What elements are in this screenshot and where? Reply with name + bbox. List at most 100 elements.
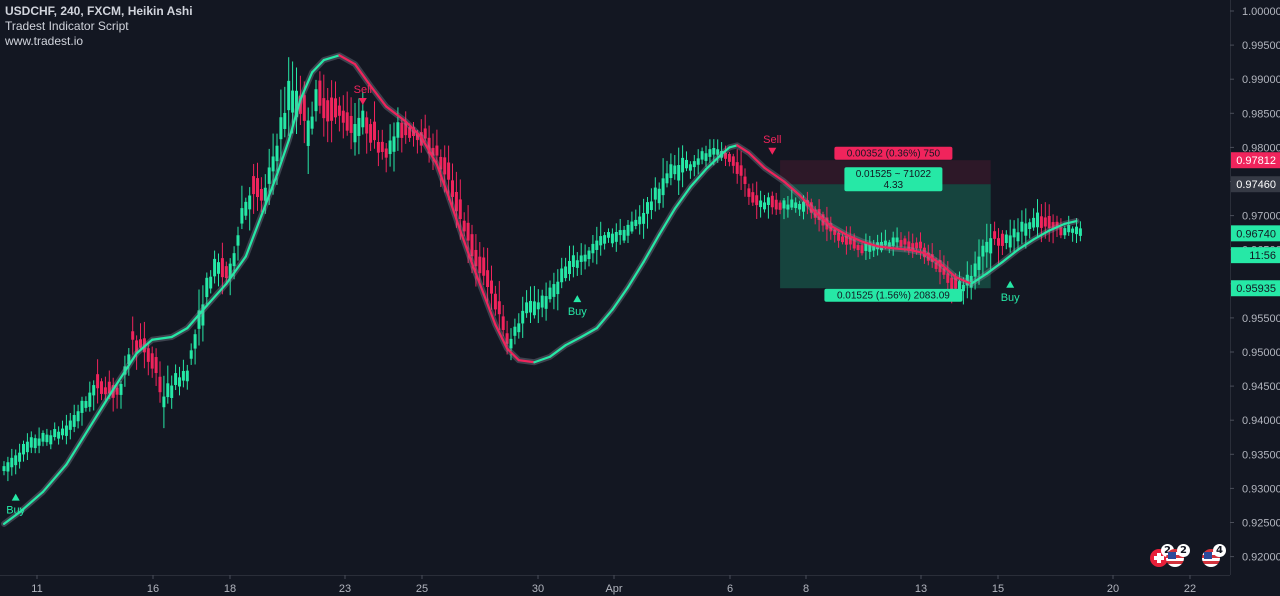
candle-body bbox=[306, 120, 310, 146]
ma-segment bbox=[728, 144, 739, 149]
candle-body bbox=[770, 195, 774, 208]
candle bbox=[692, 155, 696, 177]
candle-body bbox=[322, 98, 326, 119]
candle bbox=[1004, 230, 1008, 250]
candle bbox=[369, 118, 373, 152]
candle bbox=[462, 212, 466, 237]
ma-segment bbox=[736, 144, 751, 154]
candle-body bbox=[224, 266, 228, 278]
candle bbox=[607, 228, 610, 243]
candle bbox=[439, 149, 443, 188]
ma-segment bbox=[580, 327, 598, 339]
buy-arrow-icon bbox=[573, 295, 582, 303]
candle-body bbox=[275, 145, 279, 162]
candle bbox=[575, 252, 579, 276]
candle-body bbox=[256, 178, 259, 198]
candle-body bbox=[525, 302, 529, 314]
candle bbox=[376, 130, 380, 167]
candle bbox=[833, 227, 837, 243]
candle bbox=[540, 289, 544, 318]
ma-segment bbox=[595, 308, 614, 330]
price-label: 0.96740 bbox=[1231, 225, 1280, 242]
candle-body bbox=[868, 242, 872, 252]
candle bbox=[532, 285, 536, 319]
y-tick-label: 0.98500 bbox=[1242, 108, 1280, 120]
candle bbox=[162, 375, 166, 429]
candle bbox=[673, 155, 677, 180]
candle-body bbox=[330, 97, 334, 121]
candle bbox=[80, 396, 84, 426]
sell-signal: Sell bbox=[763, 134, 781, 155]
candle bbox=[201, 285, 205, 342]
buy-signal: Buy bbox=[568, 295, 587, 318]
candle-body bbox=[544, 296, 548, 309]
candle-body bbox=[189, 350, 193, 359]
candle-body bbox=[271, 156, 275, 172]
candle-body bbox=[969, 275, 973, 288]
candle bbox=[451, 163, 454, 207]
candle bbox=[993, 221, 997, 246]
candle bbox=[837, 229, 841, 248]
candle bbox=[318, 71, 322, 114]
candle-body bbox=[607, 232, 610, 238]
candle-body bbox=[1043, 217, 1047, 227]
moving-average bbox=[1, 52, 1080, 527]
candle-body bbox=[486, 270, 490, 288]
candle-body bbox=[57, 431, 61, 439]
candle bbox=[965, 261, 969, 299]
candle bbox=[938, 249, 942, 285]
candle-body bbox=[45, 434, 49, 443]
swiss-flag-icon[interactable]: 2 bbox=[1150, 544, 1174, 567]
candle-body bbox=[119, 384, 123, 395]
candle-body bbox=[1078, 228, 1082, 236]
candle-body bbox=[1036, 212, 1039, 228]
candle-body bbox=[591, 243, 595, 254]
symbol-title[interactable]: USDCHF, 240, FXCM, Heikin Ashi bbox=[5, 4, 193, 18]
us-flag-icon[interactable]: 2 bbox=[1166, 544, 1190, 567]
candle-body bbox=[295, 90, 298, 118]
x-tick-label: 15 bbox=[992, 583, 1004, 595]
candle-body bbox=[622, 229, 626, 241]
candle-body bbox=[72, 415, 76, 427]
candle bbox=[349, 97, 353, 150]
candle-body bbox=[1032, 217, 1036, 228]
time-axis[interactable]: 11 16 18 23 25 30 Apr 6 8 13 15 20 22 bbox=[31, 575, 1196, 595]
signal-label: Sell bbox=[763, 134, 781, 146]
candle-body bbox=[872, 245, 876, 251]
website-label: www.tradest.io bbox=[5, 34, 84, 48]
candle-body bbox=[447, 162, 451, 180]
ma-segment bbox=[611, 286, 630, 311]
candle-body bbox=[665, 173, 669, 184]
candle bbox=[852, 233, 856, 251]
candle bbox=[560, 257, 564, 289]
ma-segment bbox=[470, 262, 485, 296]
candle-body bbox=[1024, 223, 1028, 236]
candle-body bbox=[22, 443, 25, 455]
ma-segment bbox=[673, 185, 692, 210]
ma-segment bbox=[642, 233, 661, 264]
ma-segment bbox=[322, 54, 341, 62]
candle-body bbox=[396, 122, 400, 138]
candle-body bbox=[579, 255, 583, 262]
candle-body bbox=[478, 256, 482, 274]
candle-body bbox=[470, 234, 474, 257]
candle-body bbox=[837, 232, 841, 241]
candle bbox=[49, 430, 53, 450]
us-flag-icon[interactable]: 4 bbox=[1202, 544, 1226, 567]
candle bbox=[45, 428, 49, 446]
candles bbox=[2, 57, 1082, 482]
indicator-name[interactable]: Tradest Indicator Script bbox=[5, 19, 129, 33]
buy-arrow-icon bbox=[11, 493, 20, 501]
candle-body bbox=[302, 95, 306, 121]
candle bbox=[150, 346, 154, 378]
candle-body bbox=[731, 156, 735, 166]
candle bbox=[848, 226, 852, 251]
price-label-text: 0.96740 bbox=[1236, 228, 1276, 240]
candle bbox=[185, 364, 189, 390]
candle-body bbox=[80, 400, 84, 413]
candle bbox=[447, 145, 451, 201]
target-label-text: 0.01525 (1.56%) 2083.09 bbox=[837, 291, 950, 302]
candle bbox=[353, 103, 357, 156]
candle-body bbox=[911, 243, 915, 251]
